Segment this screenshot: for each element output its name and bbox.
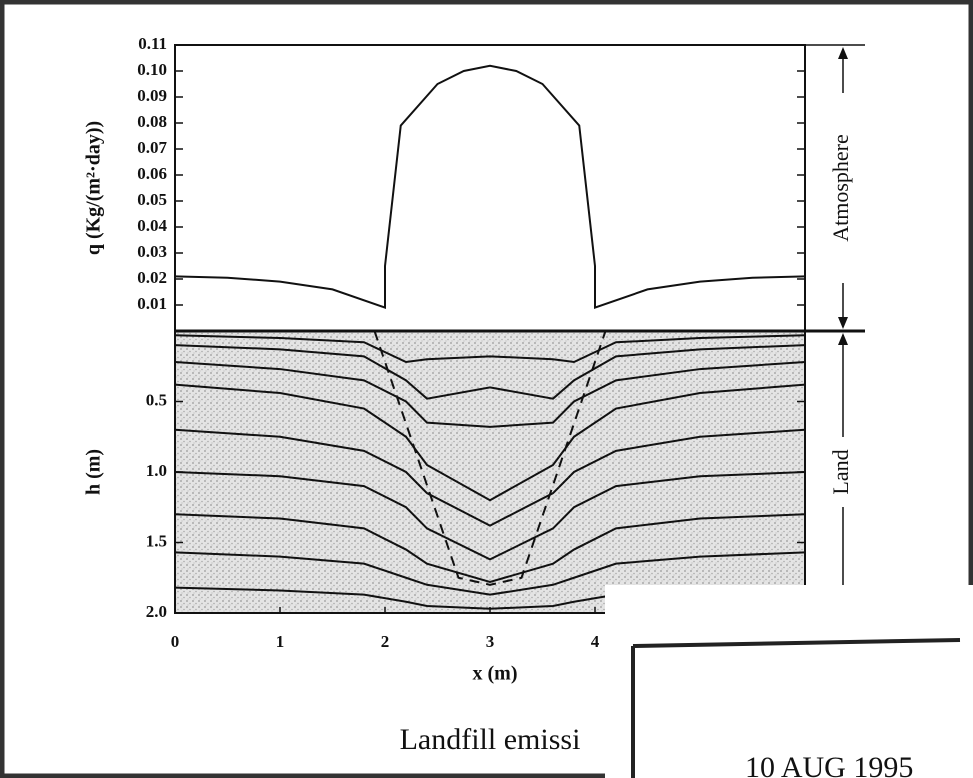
caption: Landfill emissi bbox=[400, 723, 581, 756]
y-tick-label: 1.5 bbox=[146, 531, 167, 550]
x-tick-label: 2 bbox=[381, 632, 390, 651]
y-tick-label: 0.5 bbox=[146, 390, 167, 409]
x-tick-label: 0 bbox=[171, 632, 180, 651]
arrow-head bbox=[838, 333, 848, 345]
annotation: Land bbox=[828, 449, 853, 494]
y-axis-label: h (m) bbox=[83, 449, 105, 495]
y-axis-label: q (Kg/(m²·day)) bbox=[83, 121, 105, 255]
stamp-date: 10 AUG 1995 bbox=[745, 751, 913, 778]
x-tick-label: 1 bbox=[276, 632, 285, 651]
x-axis-label: x (m) bbox=[473, 663, 518, 685]
q-line bbox=[175, 66, 805, 308]
y-tick-label: 0.02 bbox=[137, 268, 167, 287]
arrow-head bbox=[838, 47, 848, 59]
figure: 0.01 0.02 0.03 0.04 0.05 0.06 0.07 0.08 0.09 0.10… bbox=[0, 0, 973, 778]
y-tick-label: 0.04 bbox=[137, 216, 167, 235]
x-tick-label: 3 bbox=[486, 632, 495, 651]
stamp-paper bbox=[605, 585, 973, 778]
arrow-head bbox=[838, 317, 848, 329]
annotation: Atmosphere bbox=[828, 134, 853, 242]
y-tick-label: 0.08 bbox=[137, 112, 167, 131]
y-tick-label: 0.09 bbox=[137, 86, 167, 105]
y-tick-label: 0.06 bbox=[137, 164, 167, 183]
y-tick-label: 0.03 bbox=[137, 242, 167, 261]
y-tick-label: 0.11 bbox=[138, 34, 167, 53]
y-tick-label: 2.0 bbox=[146, 602, 167, 621]
x-tick-label: 4 bbox=[591, 632, 600, 651]
stamp: 10 AUG 1995 bbox=[605, 585, 973, 778]
y-tick-label: 1.0 bbox=[146, 461, 167, 480]
y-tick-label: 0.10 bbox=[137, 60, 167, 79]
soil-fill bbox=[175, 331, 805, 613]
y-tick-label: 0.01 bbox=[137, 294, 167, 313]
y-tick-label: 0.07 bbox=[137, 138, 167, 157]
y-tick-label: 0.05 bbox=[137, 190, 167, 209]
